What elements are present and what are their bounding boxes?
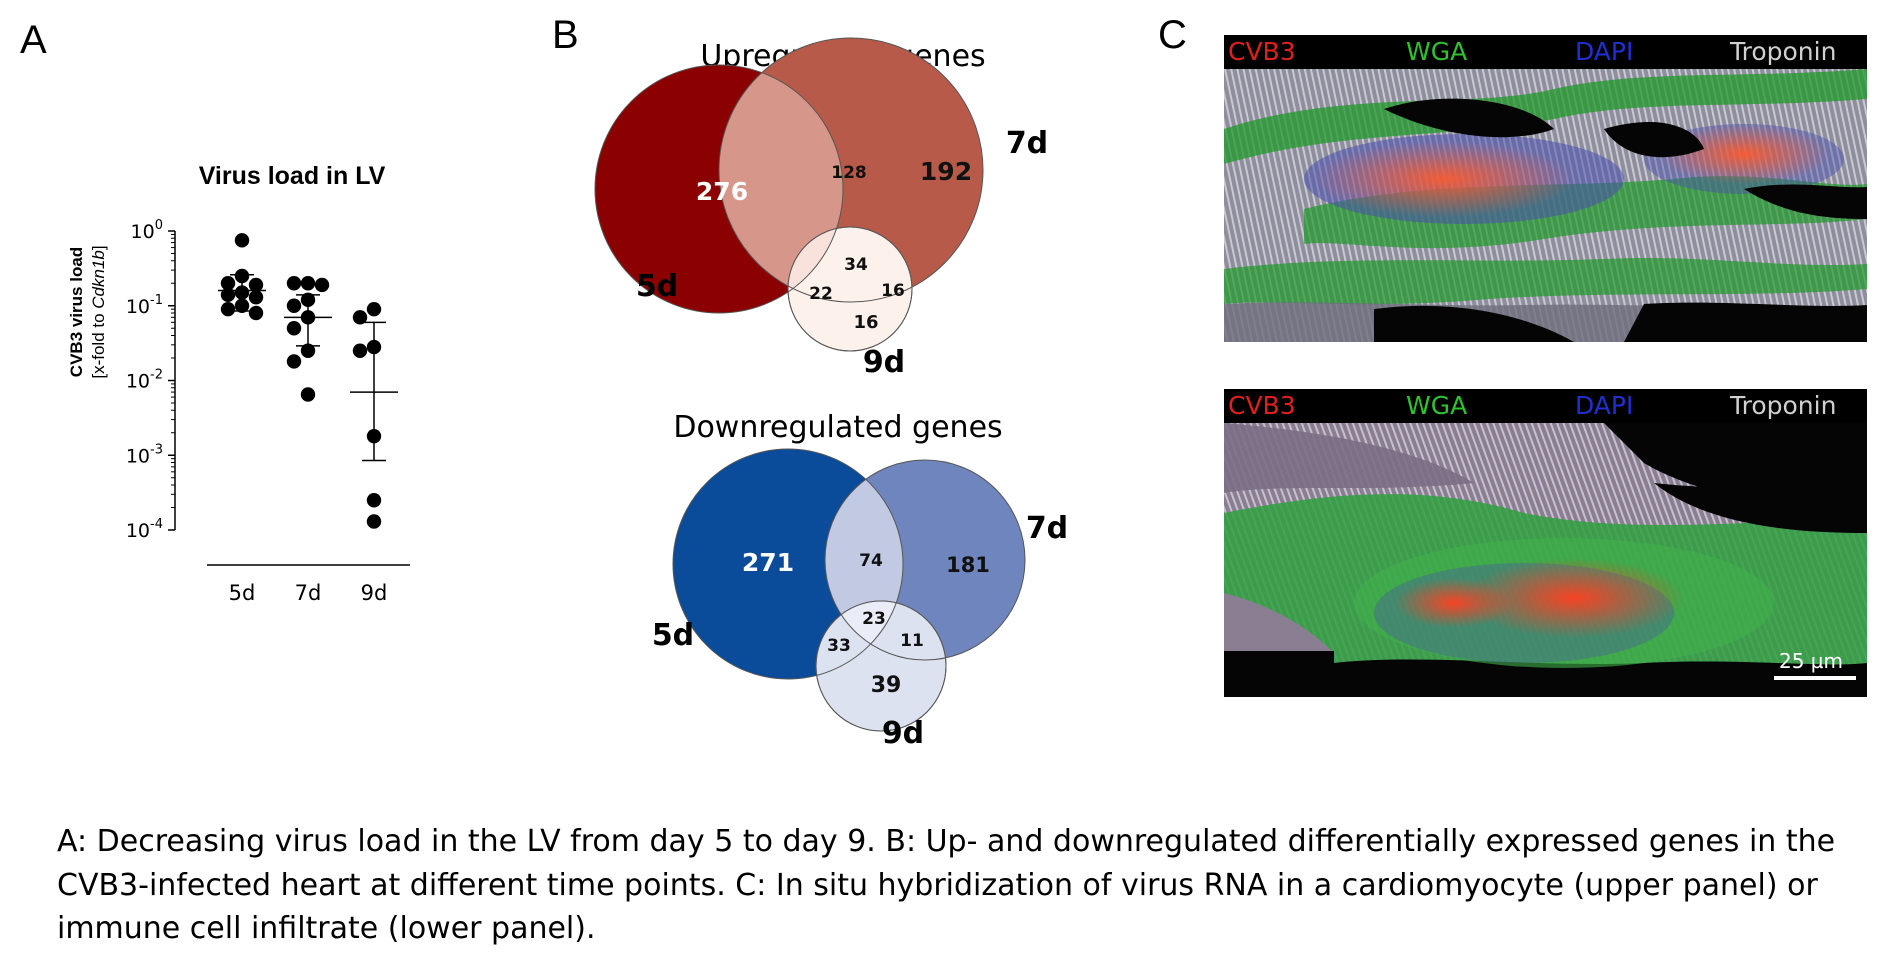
y-axis-label-line1: CVB3 virus load <box>67 247 86 377</box>
venn-set-label-5d: 5d <box>636 269 678 304</box>
data-point-9d <box>352 343 368 358</box>
label-cvb3-lower: CVB3 <box>1228 391 1296 420</box>
venn-count-7d_only: 192 <box>920 157 972 186</box>
venn-count-7d_only: 181 <box>946 553 990 577</box>
panel-letter-c: C <box>1158 13 1187 57</box>
data-point-9d <box>352 310 368 325</box>
panel-letter-a: A <box>20 18 47 62</box>
data-point-7d <box>286 276 302 291</box>
data-point-9d <box>366 301 382 317</box>
scale-bar <box>1774 676 1856 680</box>
y-tick-label: 10-1 <box>126 293 163 318</box>
venn-outline <box>815 600 947 732</box>
venn-count-7d_9d: 11 <box>900 631 924 651</box>
data-point-5d <box>234 233 250 248</box>
virus-load-chart: Virus load in LV CVB3 virus load [x-fold… <box>67 162 410 605</box>
data-point-9d <box>366 514 382 529</box>
venn-count-5d_9d: 33 <box>827 636 851 656</box>
venn-outline <box>824 459 1026 661</box>
venn-count-all: 34 <box>844 255 868 275</box>
venn-set-label-5d: 5d <box>652 618 694 653</box>
y-tick-label: 10-2 <box>126 368 163 393</box>
label-troponin-lower: Troponin <box>1730 391 1837 420</box>
venn-outline <box>718 37 984 303</box>
label-wga-upper: WGA <box>1406 37 1468 66</box>
data-point-5d <box>220 276 236 291</box>
y-axis-label-line2: [x-fold to Cdkn1b] <box>89 245 108 378</box>
label-troponin-upper: Troponin <box>1730 37 1837 66</box>
venn-count-9d_only: 39 <box>871 673 902 698</box>
label-wga-lower: WGA <box>1406 391 1468 420</box>
data-point-7d <box>300 387 316 402</box>
venn-count-all: 23 <box>862 609 886 629</box>
micrograph-upper-tissue <box>1224 69 1867 342</box>
venn-outline <box>787 226 913 352</box>
data-point-7d <box>300 343 316 358</box>
data-point-5d <box>248 277 264 293</box>
venn-count-9d_only: 16 <box>853 312 878 333</box>
data-point-5d <box>248 305 264 321</box>
data-point-7d <box>286 354 302 369</box>
data-point-7d <box>286 321 302 336</box>
panel-letter-b: B <box>552 13 579 57</box>
chart-title: Virus load in LV <box>199 162 386 190</box>
y-tick-label: 10-3 <box>126 442 163 467</box>
figure-caption: A: Decreasing virus load in the LV from … <box>57 820 1857 951</box>
micrograph-lower: CVB3 WGA DAPI Troponin 25 µm <box>1224 389 1867 697</box>
data-point-7d <box>300 276 316 291</box>
data-point-7d <box>286 298 302 313</box>
y-tick-label: 100 <box>131 218 163 243</box>
venn-outline <box>672 448 904 680</box>
venn-outline <box>594 64 844 314</box>
micrograph-lower-tissue <box>1224 423 1867 697</box>
data-point-7d <box>314 277 330 293</box>
venn-diagrams: Upregulated genes Downregulated genes 27… <box>594 37 1068 751</box>
venn-count-5d_9d: 22 <box>809 284 833 304</box>
data-point-9d <box>366 493 382 508</box>
caption-line-3: immune cell infiltrate (lower panel). <box>57 911 596 946</box>
micrograph-upper: CVB3 WGA DAPI Troponin <box>1224 35 1867 342</box>
x-tick-label: 5d <box>229 581 256 605</box>
venn-overlap-all <box>788 227 843 302</box>
label-cvb3-upper: CVB3 <box>1228 37 1296 66</box>
data-point-5d <box>220 301 236 317</box>
venn-set-label-9d: 9d <box>882 716 924 751</box>
x-tick-label: 9d <box>361 581 388 605</box>
label-dapi-upper: DAPI <box>1575 37 1634 66</box>
venn-count-7d_9d: 16 <box>881 281 905 301</box>
scale-bar-label: 25 µm <box>1779 649 1844 673</box>
venn-down-title: Downregulated genes <box>673 410 1002 445</box>
label-dapi-lower: DAPI <box>1575 391 1634 420</box>
venn-count-5d_only: 271 <box>742 548 794 577</box>
venn-count-5d_7d: 128 <box>831 163 867 183</box>
x-tick-label: 7d <box>295 581 322 605</box>
venn-set-label-7d: 7d <box>1006 126 1048 161</box>
data-point-5d <box>248 290 264 305</box>
caption-line-2: CVB3-infected heart at different time po… <box>57 867 1818 903</box>
venn-count-5d_only: 276 <box>696 177 748 206</box>
y-tick-label: 10-4 <box>126 517 163 542</box>
venn-set-label-9d: 9d <box>863 345 905 380</box>
venn-count-5d_7d: 74 <box>859 551 883 571</box>
venn-overlap-5d-7d <box>719 65 843 302</box>
caption-line-1: A: Decreasing virus load in the LV from … <box>57 824 1836 859</box>
venn-set-label-7d: 7d <box>1026 511 1068 546</box>
